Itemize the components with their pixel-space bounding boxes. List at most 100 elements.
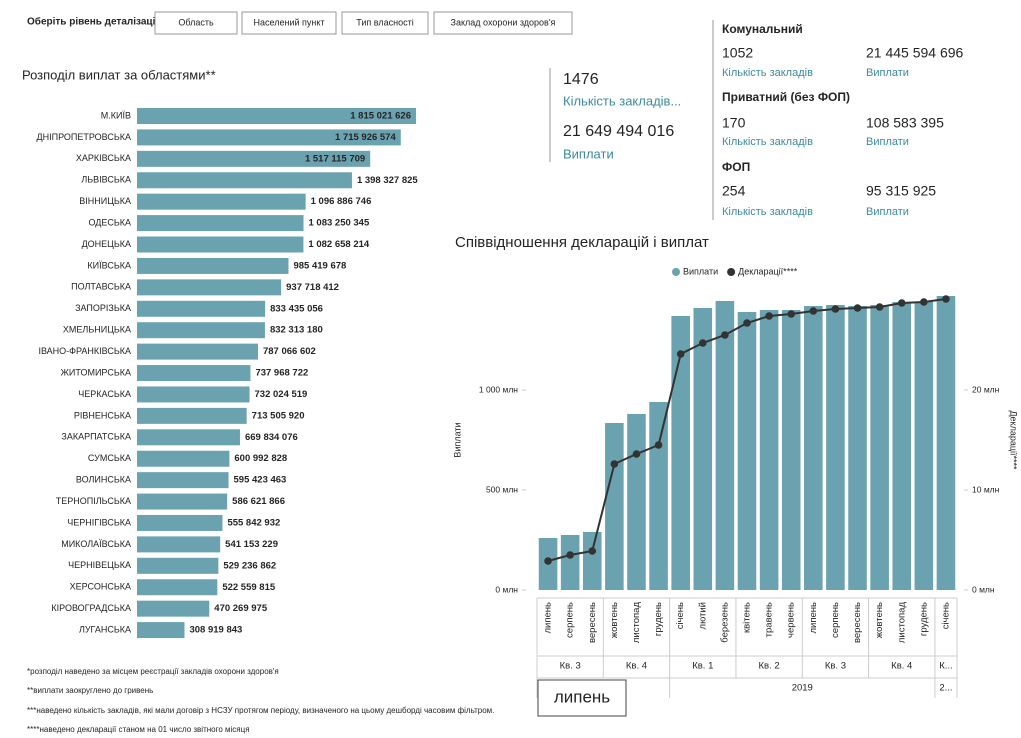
marker bbox=[588, 547, 597, 555]
x-tick-label: грудень bbox=[653, 602, 664, 636]
bar bbox=[848, 306, 867, 590]
bar bbox=[781, 310, 801, 590]
value-label: 737 968 722 bbox=[255, 368, 308, 379]
marker bbox=[610, 460, 619, 468]
bar bbox=[137, 622, 185, 639]
value-label: 600 992 828 bbox=[234, 453, 287, 464]
legend-label: Виплати bbox=[683, 266, 718, 276]
marker bbox=[831, 305, 840, 313]
category-label: ЛУГАНСЬКА bbox=[79, 624, 131, 634]
filter-button[interactable]: Тип власності bbox=[341, 11, 429, 35]
quarter-label: Кв. 3 bbox=[825, 661, 846, 672]
bar bbox=[560, 535, 580, 590]
quarter-label: Кв. 2 bbox=[759, 661, 780, 672]
legend-swatch bbox=[727, 268, 736, 276]
value-label: 669 834 076 bbox=[245, 432, 298, 443]
bar bbox=[137, 322, 265, 339]
marker bbox=[809, 307, 818, 315]
year-label: 2... bbox=[939, 683, 952, 694]
filter-button-text[interactable]: Область bbox=[178, 17, 214, 27]
value-label: 732 024 519 bbox=[255, 389, 308, 400]
value-label: 833 435 056 bbox=[270, 303, 323, 314]
bar bbox=[804, 306, 823, 590]
marker bbox=[920, 298, 928, 306]
marker bbox=[654, 441, 663, 449]
quarter-label: К... bbox=[939, 661, 952, 672]
tooltip-box bbox=[537, 679, 627, 717]
marker bbox=[743, 319, 751, 327]
category-label: ЧЕРНІВЕЦЬКА bbox=[68, 560, 131, 570]
value-label: 595 423 463 bbox=[234, 475, 287, 486]
category-label: ОДЕСЬКА bbox=[88, 217, 131, 227]
bar bbox=[137, 514, 223, 531]
value-label: 1 715 926 574 bbox=[335, 132, 396, 143]
value-label: 586 621 866 bbox=[232, 496, 285, 507]
value-label: 308 919 843 bbox=[189, 625, 242, 636]
category-label: ВОЛИНСЬКА bbox=[76, 475, 131, 485]
marker bbox=[698, 339, 707, 347]
category-label: ВІННИЦЬКА bbox=[79, 196, 131, 206]
category-label: ЖИТОМИРСЬКА bbox=[61, 367, 131, 377]
x-tick-label: липень bbox=[543, 602, 554, 634]
marker bbox=[566, 551, 574, 559]
x-tick-label: листопад bbox=[896, 602, 907, 644]
y2-tick-label: 20 млн bbox=[972, 384, 1000, 394]
x-tick-label: серпень bbox=[565, 602, 576, 638]
filter-button-text[interactable]: Заклад охорони здоров'я bbox=[451, 17, 556, 27]
bar bbox=[870, 305, 889, 590]
value-label: 555 842 932 bbox=[227, 517, 280, 528]
bar bbox=[137, 150, 371, 167]
bar bbox=[137, 172, 352, 189]
filter-label: Оберіть рівень деталізації: bbox=[27, 16, 162, 28]
x-tick-label: травень bbox=[764, 602, 775, 637]
bar bbox=[137, 386, 250, 403]
value-label: 985 419 678 bbox=[293, 260, 346, 271]
kpi-value: 21 445 594 696 bbox=[866, 45, 964, 61]
x-tick-label: жовтень bbox=[874, 602, 885, 638]
group-title: ФОП bbox=[722, 160, 750, 174]
footnote: *розподіл наведено за місцем реєстрації … bbox=[27, 667, 279, 676]
filter-button-text[interactable]: Тип власності bbox=[356, 17, 413, 27]
filter-button[interactable]: Заклад охорони здоров'я bbox=[433, 11, 573, 35]
value-label: 1 083 250 345 bbox=[309, 218, 370, 229]
category-label: ХАРКІВСЬКА bbox=[76, 153, 131, 163]
kpi-label: Виплати bbox=[563, 146, 614, 161]
bar bbox=[137, 579, 218, 596]
kpi-value: 95 315 925 bbox=[866, 183, 936, 199]
bar bbox=[737, 312, 757, 590]
legend-label: Декларації**** bbox=[738, 266, 798, 276]
kpi-value: 254 bbox=[722, 183, 746, 199]
y-tick-label: 0 млн bbox=[495, 584, 518, 594]
marker bbox=[544, 557, 552, 565]
kpi-value: 21 649 494 016 bbox=[563, 123, 674, 140]
bar bbox=[137, 600, 210, 617]
bar bbox=[137, 257, 289, 274]
filter-button[interactable]: Область bbox=[154, 11, 238, 35]
footnote: **виплати заокруглено до гривень bbox=[27, 686, 153, 695]
marker bbox=[897, 299, 906, 307]
bar bbox=[137, 407, 247, 424]
marker bbox=[942, 295, 950, 303]
marker bbox=[875, 303, 884, 311]
marker bbox=[632, 450, 641, 458]
filter-button[interactable]: Населений пункт bbox=[241, 11, 337, 35]
kpi-value: 170 bbox=[722, 115, 746, 131]
kpi-label: Кількість закладів... bbox=[563, 93, 681, 108]
category-label: ХЕРСОНСЬКА bbox=[70, 582, 131, 592]
x-tick-label: березень bbox=[719, 602, 730, 643]
bar bbox=[137, 343, 258, 360]
bar bbox=[137, 429, 240, 446]
filter-button-text[interactable]: Населений пункт bbox=[254, 17, 325, 27]
bar bbox=[137, 279, 282, 296]
footnote: ****наведено декларації станом на 01 чис… bbox=[27, 725, 250, 734]
bar bbox=[671, 316, 690, 590]
category-label: КІРОВОГРАДСЬКА bbox=[51, 603, 131, 613]
value-label: 529 236 862 bbox=[223, 560, 276, 571]
kpi-label: Кількість закладів bbox=[722, 136, 813, 148]
kpi-label: Кількість закладів bbox=[722, 206, 813, 218]
chart-title: Співвідношення декларацій і виплат bbox=[455, 234, 709, 251]
category-label: М.КИЇВ bbox=[101, 110, 131, 120]
marker bbox=[676, 350, 685, 358]
group-title: Комунальний bbox=[722, 22, 803, 36]
